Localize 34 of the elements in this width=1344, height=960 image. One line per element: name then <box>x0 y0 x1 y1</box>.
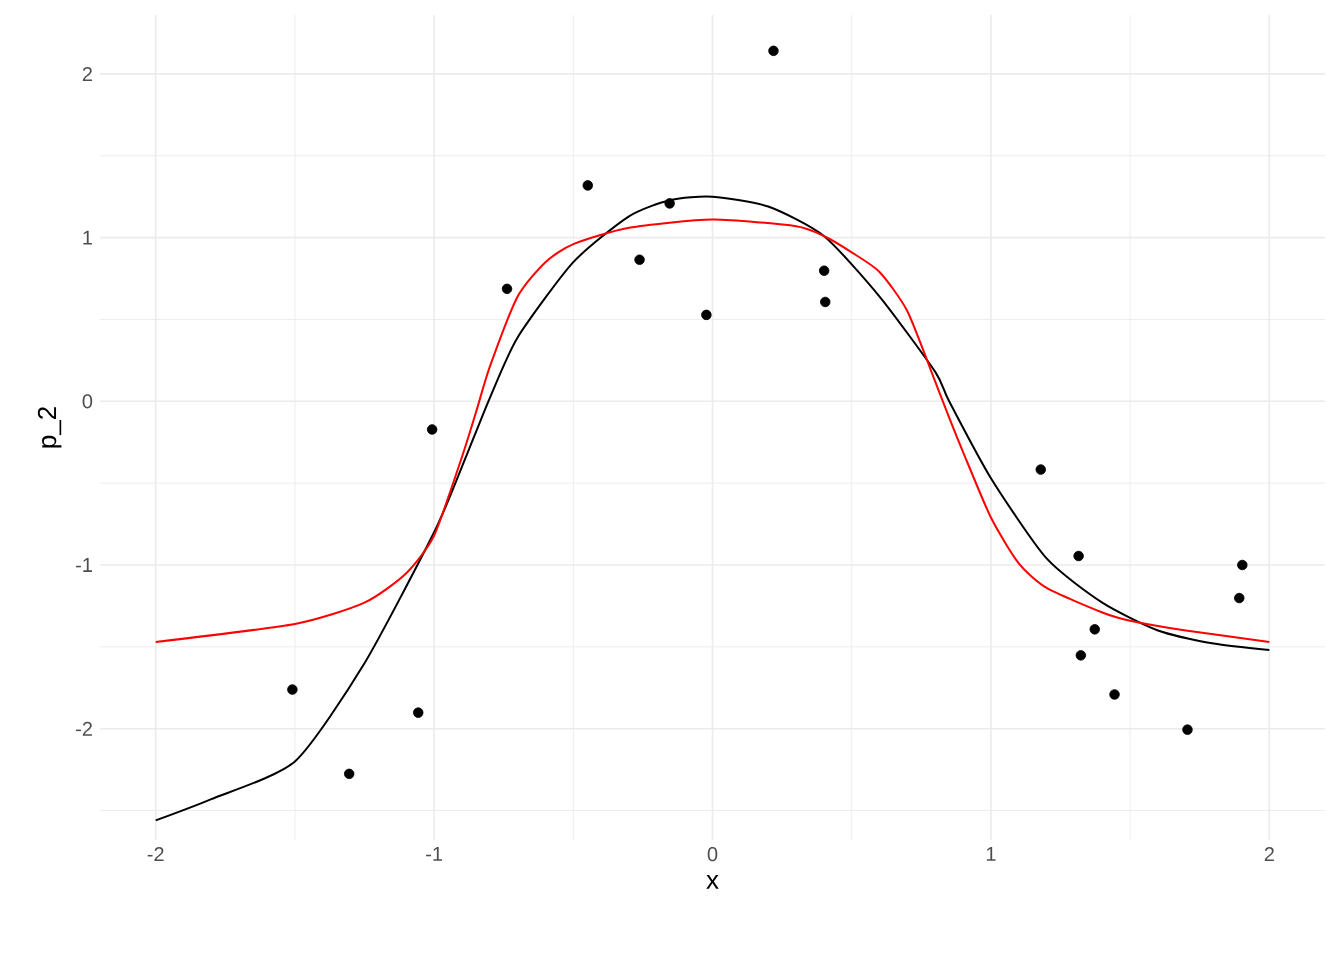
x-tick-label: 2 <box>1264 847 1274 862</box>
point <box>1182 724 1193 735</box>
point <box>1237 559 1248 571</box>
y-tick-label: 0 <box>82 394 93 409</box>
point <box>701 309 712 321</box>
y-axis-title: p_2 <box>37 407 62 448</box>
point <box>1073 550 1084 562</box>
point <box>343 768 355 780</box>
point <box>1089 624 1100 635</box>
point <box>818 265 830 276</box>
y-tick-label: -1 <box>76 558 92 572</box>
point <box>1035 464 1046 475</box>
x-tick-label: -1 <box>426 847 443 861</box>
y-tick-label: 2 <box>82 66 92 81</box>
x-axis-title: x <box>706 874 719 889</box>
line-series <box>154 218 1271 643</box>
point <box>1109 689 1120 700</box>
point <box>582 180 593 191</box>
point <box>501 283 513 295</box>
x-tick-label: 0 <box>707 847 718 862</box>
x-tick-label: -2 <box>147 847 164 862</box>
point <box>426 424 438 435</box>
point <box>413 707 424 718</box>
y-tick-label: -2 <box>76 721 92 736</box>
x-tick-label: 1 <box>986 847 996 861</box>
point <box>1075 650 1087 661</box>
point <box>1234 592 1245 604</box>
point <box>634 254 645 265</box>
point <box>768 45 779 57</box>
point <box>664 198 675 209</box>
point <box>287 684 298 695</box>
point <box>820 296 831 308</box>
line-series <box>154 195 1271 822</box>
y-tick-label: 1 <box>83 230 92 245</box>
